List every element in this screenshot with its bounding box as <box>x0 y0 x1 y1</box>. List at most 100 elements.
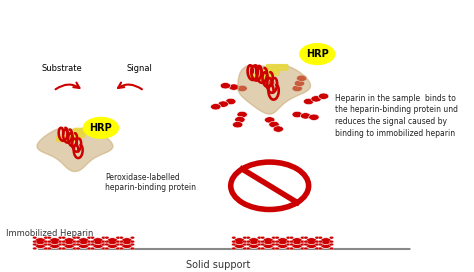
Circle shape <box>220 83 231 89</box>
Circle shape <box>44 240 48 243</box>
Circle shape <box>87 247 91 250</box>
Circle shape <box>76 247 80 250</box>
Circle shape <box>261 247 265 250</box>
Circle shape <box>33 240 37 243</box>
Circle shape <box>264 80 275 86</box>
Circle shape <box>318 240 322 243</box>
Circle shape <box>119 240 123 243</box>
Circle shape <box>243 240 247 243</box>
Circle shape <box>92 242 104 248</box>
Circle shape <box>303 98 314 105</box>
Circle shape <box>243 236 247 239</box>
Circle shape <box>301 236 305 239</box>
Circle shape <box>119 243 123 246</box>
Circle shape <box>292 242 303 248</box>
Circle shape <box>62 243 66 246</box>
Circle shape <box>121 238 133 245</box>
Circle shape <box>318 247 322 250</box>
Circle shape <box>90 240 95 243</box>
Circle shape <box>301 243 305 246</box>
Circle shape <box>101 236 106 239</box>
Circle shape <box>261 243 265 246</box>
Text: Peroxidase-labelled
heparin-binding protein: Peroxidase-labelled heparin-binding prot… <box>105 173 196 192</box>
Circle shape <box>261 236 265 239</box>
Circle shape <box>107 238 118 245</box>
Circle shape <box>309 114 319 120</box>
Circle shape <box>257 247 262 250</box>
Circle shape <box>87 243 91 246</box>
Circle shape <box>299 43 336 65</box>
Text: Heparin in the sample  binds to
the heparin-binding protein und
reduces the sign: Heparin in the sample binds to the hepar… <box>335 94 457 138</box>
Circle shape <box>318 243 322 246</box>
Circle shape <box>47 240 51 243</box>
Circle shape <box>277 242 288 248</box>
Circle shape <box>226 98 236 105</box>
Circle shape <box>248 242 259 248</box>
Circle shape <box>246 240 250 243</box>
Circle shape <box>62 240 66 243</box>
Circle shape <box>232 243 236 246</box>
Circle shape <box>329 243 334 246</box>
Circle shape <box>264 117 275 123</box>
Circle shape <box>275 247 279 250</box>
Text: Signal: Signal <box>127 63 153 73</box>
Circle shape <box>232 122 243 128</box>
Circle shape <box>315 240 319 243</box>
Circle shape <box>237 85 247 92</box>
Circle shape <box>47 243 51 246</box>
Circle shape <box>275 243 279 246</box>
Circle shape <box>256 71 266 77</box>
Circle shape <box>49 238 60 245</box>
Circle shape <box>301 247 305 250</box>
Circle shape <box>257 236 262 239</box>
Circle shape <box>273 126 283 132</box>
Circle shape <box>235 116 245 123</box>
Circle shape <box>306 238 317 245</box>
FancyBboxPatch shape <box>258 69 279 75</box>
Circle shape <box>87 240 91 243</box>
Circle shape <box>232 240 236 243</box>
Circle shape <box>289 247 294 250</box>
Circle shape <box>73 240 77 243</box>
Circle shape <box>35 242 46 248</box>
Circle shape <box>260 75 271 82</box>
Circle shape <box>58 247 63 250</box>
Circle shape <box>62 236 66 239</box>
Circle shape <box>105 236 109 239</box>
Circle shape <box>35 238 46 245</box>
Circle shape <box>246 247 250 250</box>
Circle shape <box>315 243 319 246</box>
Circle shape <box>58 243 63 246</box>
Circle shape <box>130 240 135 243</box>
Circle shape <box>261 240 265 243</box>
Text: HRP: HRP <box>90 123 112 133</box>
Circle shape <box>294 80 305 86</box>
Circle shape <box>246 236 250 239</box>
Circle shape <box>90 243 95 246</box>
Circle shape <box>228 84 239 90</box>
Circle shape <box>297 75 307 81</box>
Circle shape <box>272 243 276 246</box>
Circle shape <box>116 236 120 239</box>
Circle shape <box>33 247 37 250</box>
Circle shape <box>232 236 236 239</box>
Circle shape <box>119 236 123 239</box>
Circle shape <box>243 247 247 250</box>
Circle shape <box>218 101 228 107</box>
Circle shape <box>301 113 311 119</box>
Circle shape <box>47 236 51 239</box>
Circle shape <box>44 236 48 239</box>
Circle shape <box>58 236 63 239</box>
Circle shape <box>315 236 319 239</box>
Circle shape <box>116 243 120 246</box>
FancyBboxPatch shape <box>74 128 93 134</box>
Circle shape <box>263 242 274 248</box>
Circle shape <box>90 247 95 250</box>
Circle shape <box>121 242 133 248</box>
Circle shape <box>90 236 95 239</box>
Circle shape <box>289 240 294 243</box>
Circle shape <box>286 247 291 250</box>
Circle shape <box>272 240 276 243</box>
Circle shape <box>292 111 302 118</box>
Circle shape <box>64 238 75 245</box>
